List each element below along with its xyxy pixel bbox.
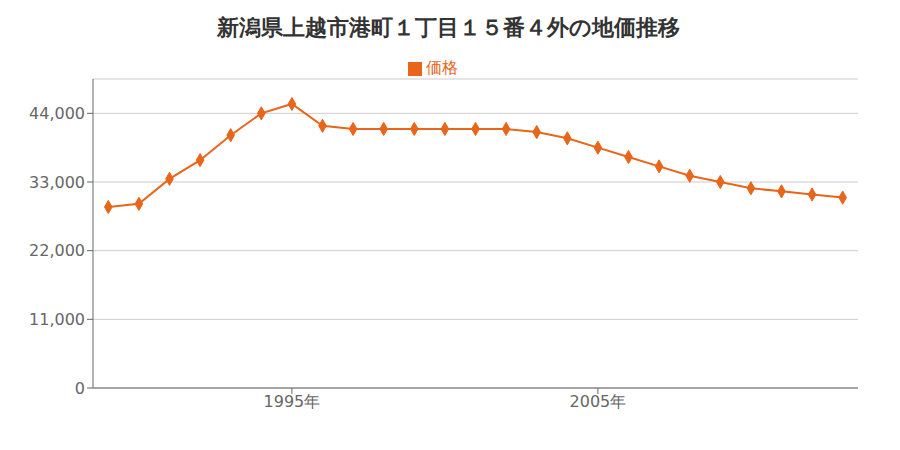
svg-text:44,000: 44,000	[29, 104, 85, 123]
svg-text:22,000: 22,000	[29, 241, 85, 260]
svg-text:2005年: 2005年	[570, 392, 627, 411]
svg-text:33,000: 33,000	[29, 173, 85, 192]
html-text:価格: 価格	[426, 58, 458, 77]
html-text:新潟県上越市港町１丁目１５番４外の地価推移: 新潟県上越市港町１丁目１５番４外の地価推移	[216, 15, 680, 40]
svg-text:0: 0	[75, 379, 85, 398]
svg-text:11,000: 11,000	[29, 310, 85, 329]
svg-text:1995年: 1995年	[264, 392, 321, 411]
